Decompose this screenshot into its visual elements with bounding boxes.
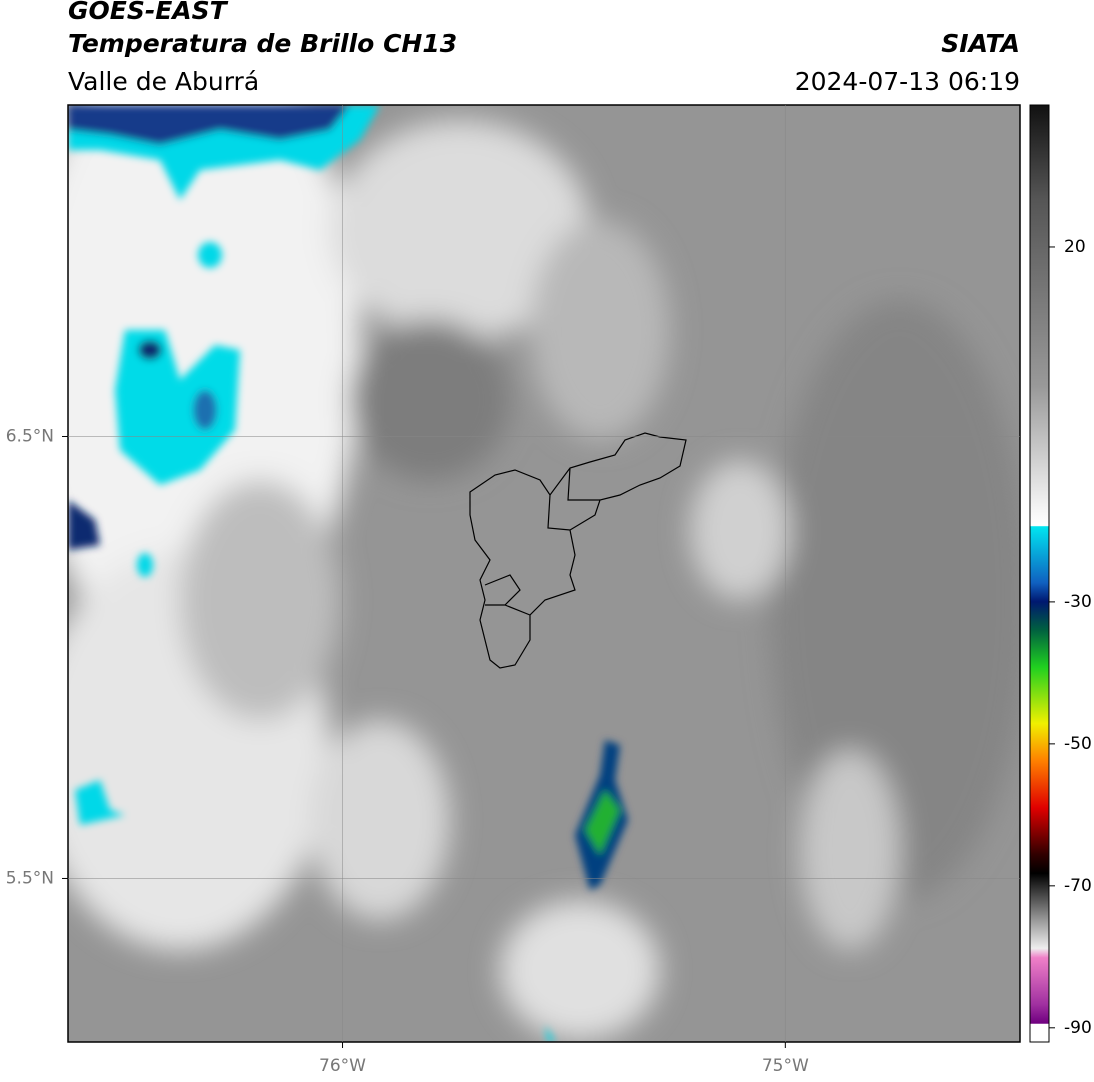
subtitle: Temperatura de Brillo CH13 — [68, 29, 457, 58]
colorbar-tick-label: -50 — [1064, 734, 1092, 754]
region: Valle de Aburrá — [68, 67, 259, 96]
colorbar-tick-label: 20 — [1064, 237, 1086, 257]
datetime: 2024-07-13 06:19 — [795, 67, 1020, 96]
colorbar-tick-label: -90 — [1064, 1018, 1092, 1038]
x-tick-label: 76°W — [319, 1056, 366, 1076]
map-frame — [67, 104, 1021, 1043]
y-tick-label: 6.5°N — [6, 426, 54, 446]
colorbar-tick-label: -70 — [1064, 876, 1092, 896]
satellite-image — [68, 105, 1020, 1042]
x-tick-label: 75°W — [762, 1056, 809, 1076]
source: SIATA — [941, 29, 1020, 58]
title: GOES-EAST — [68, 0, 229, 25]
y-tick-label: 5.5°N — [6, 868, 54, 888]
valle-de-aburra-outline — [469, 432, 687, 669]
colorbar-tick-label: -30 — [1064, 592, 1092, 612]
colorbar — [1029, 104, 1050, 1043]
